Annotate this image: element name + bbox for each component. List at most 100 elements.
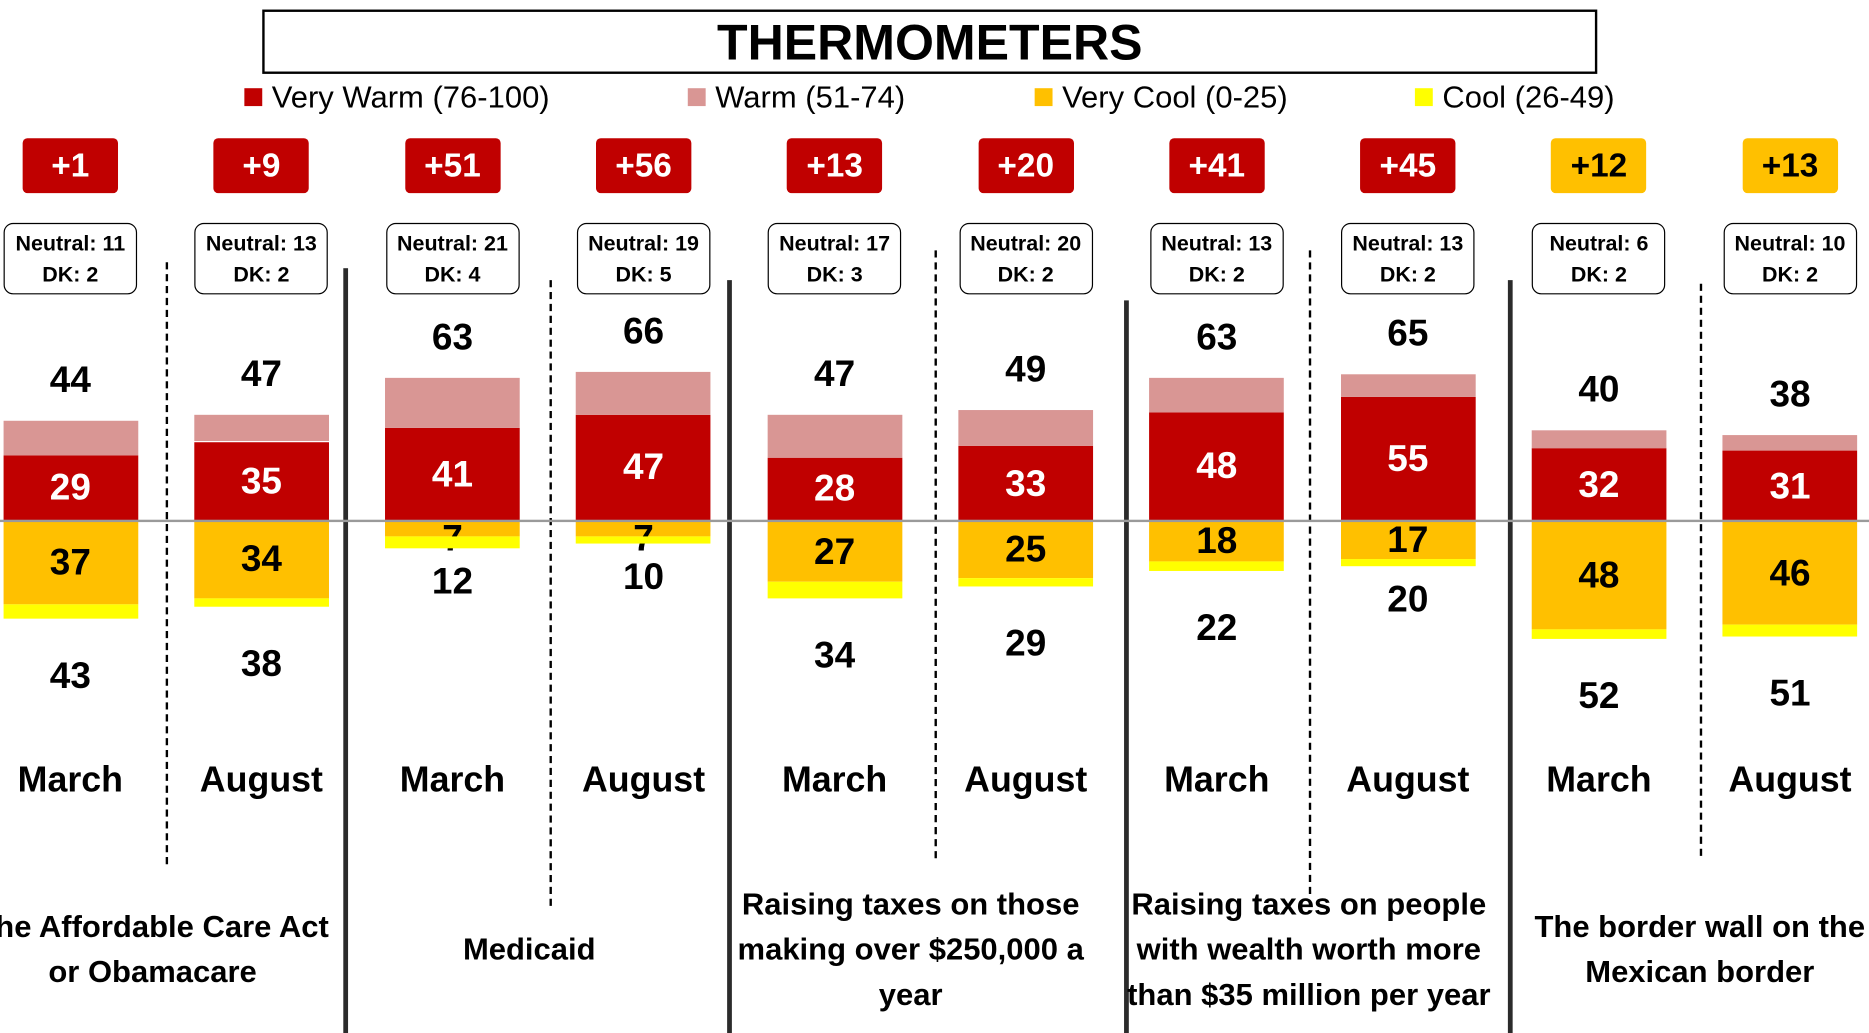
cool-total-label: 12 [431,559,474,602]
neutral-dk-label: Neutral: 20 [970,231,1082,256]
bar-segment [1149,378,1285,413]
warm-total-label: 66 [622,309,665,352]
category-label: March [781,760,888,800]
bar-segment [1722,450,1858,521]
bar-value-label: 18 [1196,519,1238,562]
bar-segment [1149,561,1285,571]
bar-segment [576,414,711,521]
group-divider [343,268,349,1033]
neutral-dk-label: DK: 3 [806,262,863,287]
category-label: March [17,760,123,800]
chart-title: THERMOMETERS [262,9,1598,74]
bar-value-label: 28 [814,467,856,510]
bar-segment [2,604,138,619]
cool-total-label: 38 [240,642,282,685]
bar-segment [958,409,1094,447]
bar-segment [767,457,902,521]
neutral-dk-label: Neutral: 13 [1161,231,1273,256]
divider-dashed [934,250,937,859]
category-label: March [399,760,506,800]
bar-segment [2,455,138,521]
bar-segment [194,414,329,442]
bar-segment [958,520,1094,578]
bar-segment [2,421,138,456]
neutral-dk-label: Neutral: 13 [205,231,317,256]
bar-value-label: 55 [1387,437,1429,479]
bar-value-label: 25 [1005,527,1047,570]
neutral-box: Neutral: 11 DK: 2 [3,222,138,295]
bar-segment [1722,520,1858,626]
net-badge: +45 [1360,138,1456,194]
bar-segment [958,577,1094,587]
neutral-dk-label: DK: 2 [1570,262,1627,287]
legend-item: Warm (51-74) [687,79,905,114]
bar-segment [767,414,902,458]
neutral-dk-label: DK: 5 [615,262,672,287]
bar-value-label: 46 [1769,551,1811,594]
neutral-box: Neutral: 21 DK: 4 [385,222,520,295]
legend-item: Cool (26-49) [1414,79,1615,114]
bar-value-label: 29 [49,466,91,509]
legend-swatch [1034,88,1053,107]
bar-value-label: 33 [1005,462,1047,504]
bar-segment [1149,520,1285,562]
category-label: August [199,760,323,800]
bar-segment [385,378,520,429]
group-divider [727,280,732,1033]
bar-segment [1340,559,1476,567]
cool-total-label: 43 [49,654,91,696]
bar-value-label: 48 [1196,445,1238,487]
warm-total-label: 44 [49,359,91,401]
warm-total-label: 47 [240,352,282,395]
bar-segment [1340,520,1476,560]
divider-dashed [165,262,169,865]
category-label: March [1546,760,1652,800]
category-label: August [1728,760,1852,800]
bar-segment [767,520,902,583]
bar-segment [576,371,711,415]
bar-value-label: 17 [1387,518,1429,561]
warm-total-label: 40 [1578,368,1620,411]
category-label: August [581,760,706,800]
category-label: March [1164,760,1270,800]
group-label: The Affordable Care Act or Obamacare [0,908,329,990]
cool-total-label: 34 [814,633,856,676]
neutral-box: Neutral: 20 DK: 2 [958,222,1093,295]
bar-value-label: 32 [1578,463,1620,505]
bar-segment [194,441,329,521]
bar-segment [1531,448,1667,521]
bar-segment [385,428,520,521]
warm-total-label: 38 [1769,372,1811,415]
neutral-dk-label: DK: 4 [424,262,481,287]
net-badge: +13 [786,138,883,194]
warm-total-label: 65 [1387,311,1429,354]
legend-item: Very Cool (0-25) [1034,78,1288,115]
bar-segment [385,520,520,537]
bar-segment [958,446,1094,521]
bar-segment [1531,629,1667,639]
legend-item: Very Warm (76-100) [244,78,550,115]
group-label: Medicaid [462,930,596,967]
group-label: Raising taxes on people with wealth wort… [1127,885,1491,1013]
warm-total-label: 49 [1005,347,1047,390]
neutral-dk-label: Neutral: 21 [397,231,508,256]
cool-total-label: 51 [1769,672,1811,714]
legend-label: Very Cool (0-25) [1062,78,1288,115]
net-badge: +20 [978,138,1074,194]
neutral-dk-label: Neutral: 17 [779,231,891,256]
bar-segment [1340,396,1476,521]
neutral-dk-label: DK: 2 [1188,262,1245,287]
category-label: August [964,760,1088,800]
warm-total-label: 47 [814,352,856,395]
divider-dashed [549,280,552,906]
cool-total-label: 10 [622,555,665,598]
net-badge: +12 [1551,138,1647,194]
bar-segment [1722,434,1858,451]
group-divider [1124,300,1129,1033]
legend-swatch [1414,88,1433,107]
legend-label: Very Warm (76-100) [271,78,550,115]
bar-value-label: 47 [622,446,665,488]
baseline [0,519,1869,523]
bar-segment [2,520,138,605]
